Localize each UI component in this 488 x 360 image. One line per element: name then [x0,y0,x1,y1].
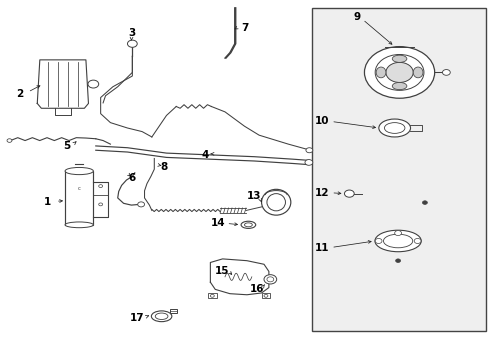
Text: 2: 2 [17,89,24,99]
Circle shape [413,238,420,243]
Bar [207,293,216,298]
Circle shape [374,238,381,243]
Text: 4: 4 [202,150,209,160]
Text: 17: 17 [130,313,144,323]
Circle shape [127,40,137,47]
Ellipse shape [383,234,412,248]
Ellipse shape [412,67,422,78]
Circle shape [364,46,434,98]
Polygon shape [37,60,88,108]
Circle shape [7,139,12,142]
Ellipse shape [266,194,285,211]
Ellipse shape [374,230,420,252]
Circle shape [138,202,144,207]
Text: c: c [78,186,81,191]
Text: 9: 9 [352,12,360,22]
Circle shape [99,203,102,206]
Circle shape [422,201,427,204]
Circle shape [395,259,400,262]
Circle shape [374,54,423,90]
Ellipse shape [261,189,290,215]
Bar [65,171,93,225]
Circle shape [99,185,102,188]
Circle shape [305,148,312,153]
Text: 6: 6 [128,173,136,183]
Ellipse shape [375,67,385,78]
Ellipse shape [151,311,171,321]
Circle shape [394,230,401,235]
Text: 10: 10 [315,116,329,126]
Ellipse shape [384,123,404,134]
Bar [311,8,485,330]
Text: 7: 7 [240,23,248,33]
Ellipse shape [241,221,255,228]
Text: 1: 1 [43,197,51,207]
Circle shape [210,294,214,297]
Text: 8: 8 [160,162,167,172]
Text: 14: 14 [210,218,224,228]
Ellipse shape [65,167,93,175]
Text: 16: 16 [249,284,264,294]
Circle shape [344,190,353,197]
Polygon shape [210,259,268,295]
Circle shape [266,277,273,282]
Ellipse shape [65,222,93,228]
Circle shape [442,69,449,75]
Text: 11: 11 [315,243,329,253]
Ellipse shape [391,55,406,62]
Text: 3: 3 [128,28,136,38]
Text: 15: 15 [215,266,229,276]
Ellipse shape [378,119,410,137]
Circle shape [88,80,99,88]
Ellipse shape [155,313,167,319]
Circle shape [305,159,312,165]
Ellipse shape [244,223,252,227]
Ellipse shape [391,82,406,90]
Text: 12: 12 [315,188,329,198]
Bar [261,293,270,298]
Circle shape [264,275,276,284]
Circle shape [385,62,412,82]
Bar [170,309,177,314]
Text: 5: 5 [63,141,70,151]
Text: 13: 13 [246,191,261,201]
Circle shape [264,294,267,297]
